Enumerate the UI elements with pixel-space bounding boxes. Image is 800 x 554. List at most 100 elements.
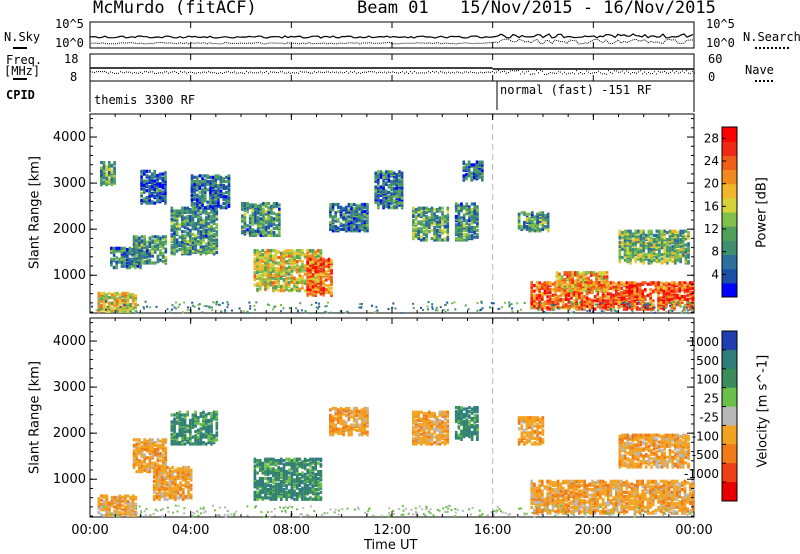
nave-point xyxy=(390,71,391,73)
power-cell xyxy=(420,206,423,210)
power-cell xyxy=(548,290,552,295)
power-cell xyxy=(556,301,560,306)
power-cell xyxy=(206,182,210,186)
power-cell xyxy=(533,296,536,300)
power-cell xyxy=(438,237,442,241)
power-cell xyxy=(334,211,337,215)
power-cell xyxy=(543,311,546,314)
power-cell xyxy=(366,223,369,227)
nave-point xyxy=(438,72,439,74)
power-cell xyxy=(243,208,247,213)
power-cell xyxy=(467,308,470,311)
power-cell xyxy=(644,295,647,299)
power-cell xyxy=(227,182,231,186)
freq-line-key xyxy=(13,78,27,80)
velocity-cell xyxy=(116,495,119,499)
power-cell xyxy=(259,217,263,221)
power-cell xyxy=(438,228,442,232)
power-cell xyxy=(414,234,418,238)
power-cell xyxy=(272,280,275,284)
power-cell xyxy=(181,206,184,210)
power-cell xyxy=(146,244,149,248)
power-cell xyxy=(256,232,260,236)
power-cell xyxy=(164,201,167,205)
nave-point xyxy=(110,71,111,73)
power-cell xyxy=(194,227,197,231)
power-cell xyxy=(675,303,678,306)
power-cell xyxy=(665,281,668,285)
power-cell xyxy=(435,208,439,212)
power-cell xyxy=(671,305,674,308)
nave-point xyxy=(156,73,157,74)
noise-tick-left-bottom: 10^0 xyxy=(55,36,84,50)
power-cell xyxy=(525,212,529,216)
nsearch-label: N.Search xyxy=(743,30,800,44)
power-cell xyxy=(222,206,225,210)
power-cell xyxy=(670,306,674,310)
power-cell xyxy=(121,311,124,313)
power-cell xyxy=(473,235,476,239)
power-cell xyxy=(629,304,632,307)
nave-point xyxy=(138,72,139,74)
power-cell xyxy=(592,271,596,275)
power-cell xyxy=(667,282,671,286)
power-cell xyxy=(298,268,302,272)
nave-point xyxy=(216,72,217,74)
power-cell xyxy=(290,249,294,253)
power-cell xyxy=(128,257,132,261)
power-cell xyxy=(110,163,114,167)
power-cell xyxy=(178,241,182,245)
power-cell xyxy=(126,248,129,252)
power-cell xyxy=(319,288,323,292)
nave-point xyxy=(368,71,369,73)
power-cell xyxy=(175,241,179,245)
power-cell xyxy=(517,216,521,220)
power-cell xyxy=(355,204,359,208)
nave-point xyxy=(342,72,343,74)
power-cell xyxy=(293,250,296,254)
nave-point xyxy=(624,72,625,74)
power-cell xyxy=(269,251,272,255)
power-cell xyxy=(113,291,116,295)
velocity-cell xyxy=(102,513,106,517)
power-cell xyxy=(374,171,377,175)
power-cell xyxy=(687,260,690,264)
power-cell xyxy=(465,166,468,170)
power-cell xyxy=(175,243,179,248)
power-cell xyxy=(105,165,108,169)
power-cell xyxy=(97,309,101,313)
power-cell xyxy=(110,257,113,261)
nave-point xyxy=(640,70,641,72)
power-cell xyxy=(543,300,547,304)
power-cell xyxy=(102,301,106,305)
power-cell xyxy=(646,303,650,307)
power-cell xyxy=(173,209,176,213)
power-cell xyxy=(671,310,674,312)
nave-point xyxy=(198,71,199,73)
power-cell xyxy=(314,257,317,261)
power-cell xyxy=(412,206,415,210)
power-cell xyxy=(657,296,660,300)
power-cell xyxy=(148,169,151,173)
power-cell xyxy=(206,174,210,178)
power-cell xyxy=(203,195,207,199)
power-cell xyxy=(390,192,393,196)
power-cell xyxy=(385,189,388,193)
power-cell xyxy=(374,189,377,193)
power-cell xyxy=(382,204,385,208)
power-cell xyxy=(647,235,651,239)
nave-point xyxy=(376,72,377,74)
power-cell xyxy=(609,284,613,288)
power-cell xyxy=(620,297,623,301)
power-cell xyxy=(156,200,159,204)
power-cell xyxy=(620,286,623,290)
power-cell xyxy=(623,258,627,262)
power-cell xyxy=(140,247,144,251)
power-cell xyxy=(473,166,476,170)
power-cell xyxy=(676,231,680,235)
power-cell xyxy=(678,281,681,285)
power-cell xyxy=(258,250,262,254)
power-cell xyxy=(358,229,361,233)
nave-point xyxy=(638,71,639,73)
power-cell xyxy=(668,237,672,242)
